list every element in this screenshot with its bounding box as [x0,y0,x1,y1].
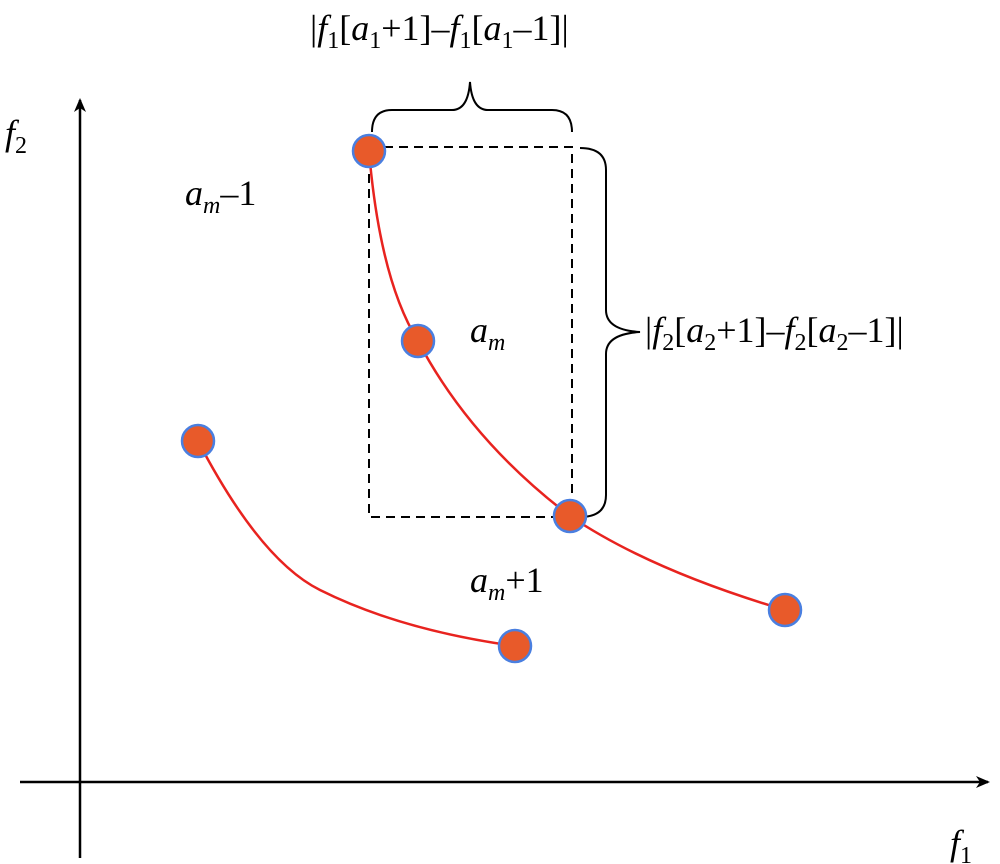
distance-label: |f2[a2+1]–f2[a2–1]| [645,310,904,356]
text-run: +1 [505,560,543,600]
text-run: 1 [502,28,514,54]
text-run: | [310,8,317,48]
text-run: +1]– [381,8,450,48]
front-curve [367,150,786,612]
text-run: m [203,193,220,219]
text-run: –1]| [513,8,569,48]
text-run: [ [674,310,686,350]
text-run: 1 [327,28,339,54]
text-run: [ [339,8,351,48]
text-run: a [470,560,488,600]
top-brace [371,81,573,133]
text-run: 2 [704,330,716,356]
text-run: m [488,580,505,606]
solution-point [767,592,803,628]
text-run: m [488,330,505,356]
text-run: –1 [219,173,256,213]
solution-point [497,628,533,664]
text-run: 2 [662,330,674,356]
text-run: [ [807,310,819,350]
text-run: +1]– [716,310,785,350]
right-brace [579,147,641,518]
text-run: 2 [795,330,807,356]
solution-point [180,423,216,459]
solution-point [351,133,387,169]
text-run: 2 [15,133,27,159]
text-run: | [645,310,652,350]
text-run: –1]| [848,310,904,350]
text-run: a [484,8,502,48]
solution-point [552,498,588,534]
text-run: 1 [960,843,972,864]
text-run: a [686,310,704,350]
point-label: am–1 [185,173,256,219]
text-run: 2 [837,330,849,356]
text-run: a [819,310,837,350]
distance-label: |f1[a1+1]–f1[a1–1]| [310,8,569,54]
text-run: a [351,8,369,48]
point-label: am [470,310,505,356]
front-curve [196,440,516,648]
cuboid [368,146,573,518]
solution-point [400,323,436,359]
x-axis-label: f1 [950,823,972,864]
point-label: am+1 [470,560,544,606]
text-run: 1 [369,28,381,54]
text-run: a [185,173,203,213]
text-run: 1 [460,28,472,54]
y-axis-label: f2 [5,113,27,159]
text-run: a [470,310,488,350]
text-run: [ [472,8,484,48]
